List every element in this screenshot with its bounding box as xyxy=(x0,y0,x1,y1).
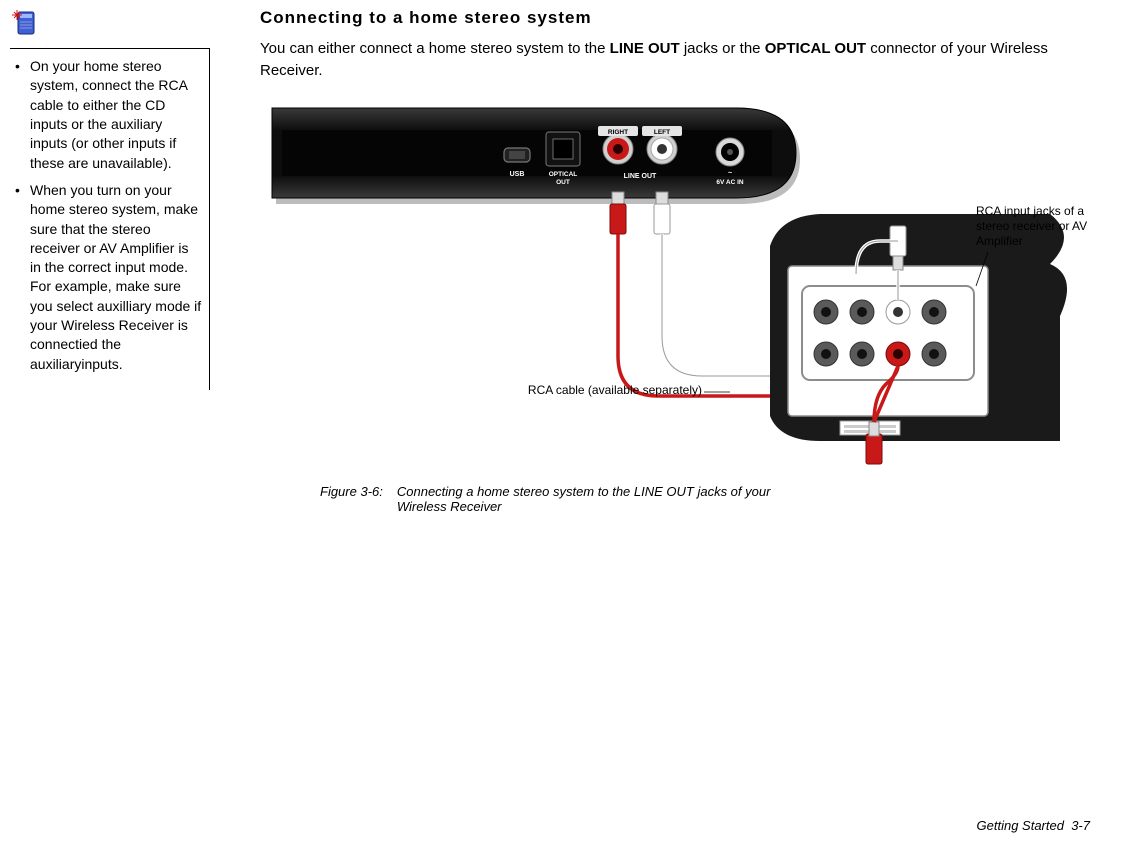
page-footer: Getting Started 3-7 xyxy=(977,818,1090,833)
svg-text:USB: USB xyxy=(510,171,525,178)
svg-text:OUT: OUT xyxy=(556,179,570,186)
svg-text:LINE OUT: LINE OUT xyxy=(624,173,657,180)
svg-text:6V AC IN: 6V AC IN xyxy=(716,179,744,186)
svg-text:~: ~ xyxy=(728,170,732,177)
svg-text:LEFT: LEFT xyxy=(654,129,670,136)
sidebar-notes: On your home stereo system, connect the … xyxy=(10,48,210,390)
svg-text:RIGHT: RIGHT xyxy=(608,129,628,136)
note-item: On your home stereo system, connect the … xyxy=(12,57,203,173)
svg-text:OPTICAL: OPTICAL xyxy=(549,171,578,178)
note-item: When you turn on your home stereo system… xyxy=(12,181,203,374)
main-content: Connecting to a home stereo system You c… xyxy=(260,8,1090,514)
callout-rca-cable: RCA cable (available separately) xyxy=(470,383,702,398)
intro-paragraph: You can either connect a home stereo sys… xyxy=(260,38,1090,82)
figure-caption: Figure 3-6: Connecting a home stereo sys… xyxy=(260,484,1090,514)
stereo-receiver xyxy=(770,214,1067,464)
wireless-receiver: USB OPTICAL OUT RIGHT xyxy=(272,108,800,204)
note-icon xyxy=(10,8,42,44)
figure-diagram: USB OPTICAL OUT RIGHT xyxy=(260,96,1090,476)
callout-rca-jacks: RCA input jacks of a stereo receiver or … xyxy=(976,204,1096,249)
section-heading: Connecting to a home stereo system xyxy=(260,8,1090,28)
